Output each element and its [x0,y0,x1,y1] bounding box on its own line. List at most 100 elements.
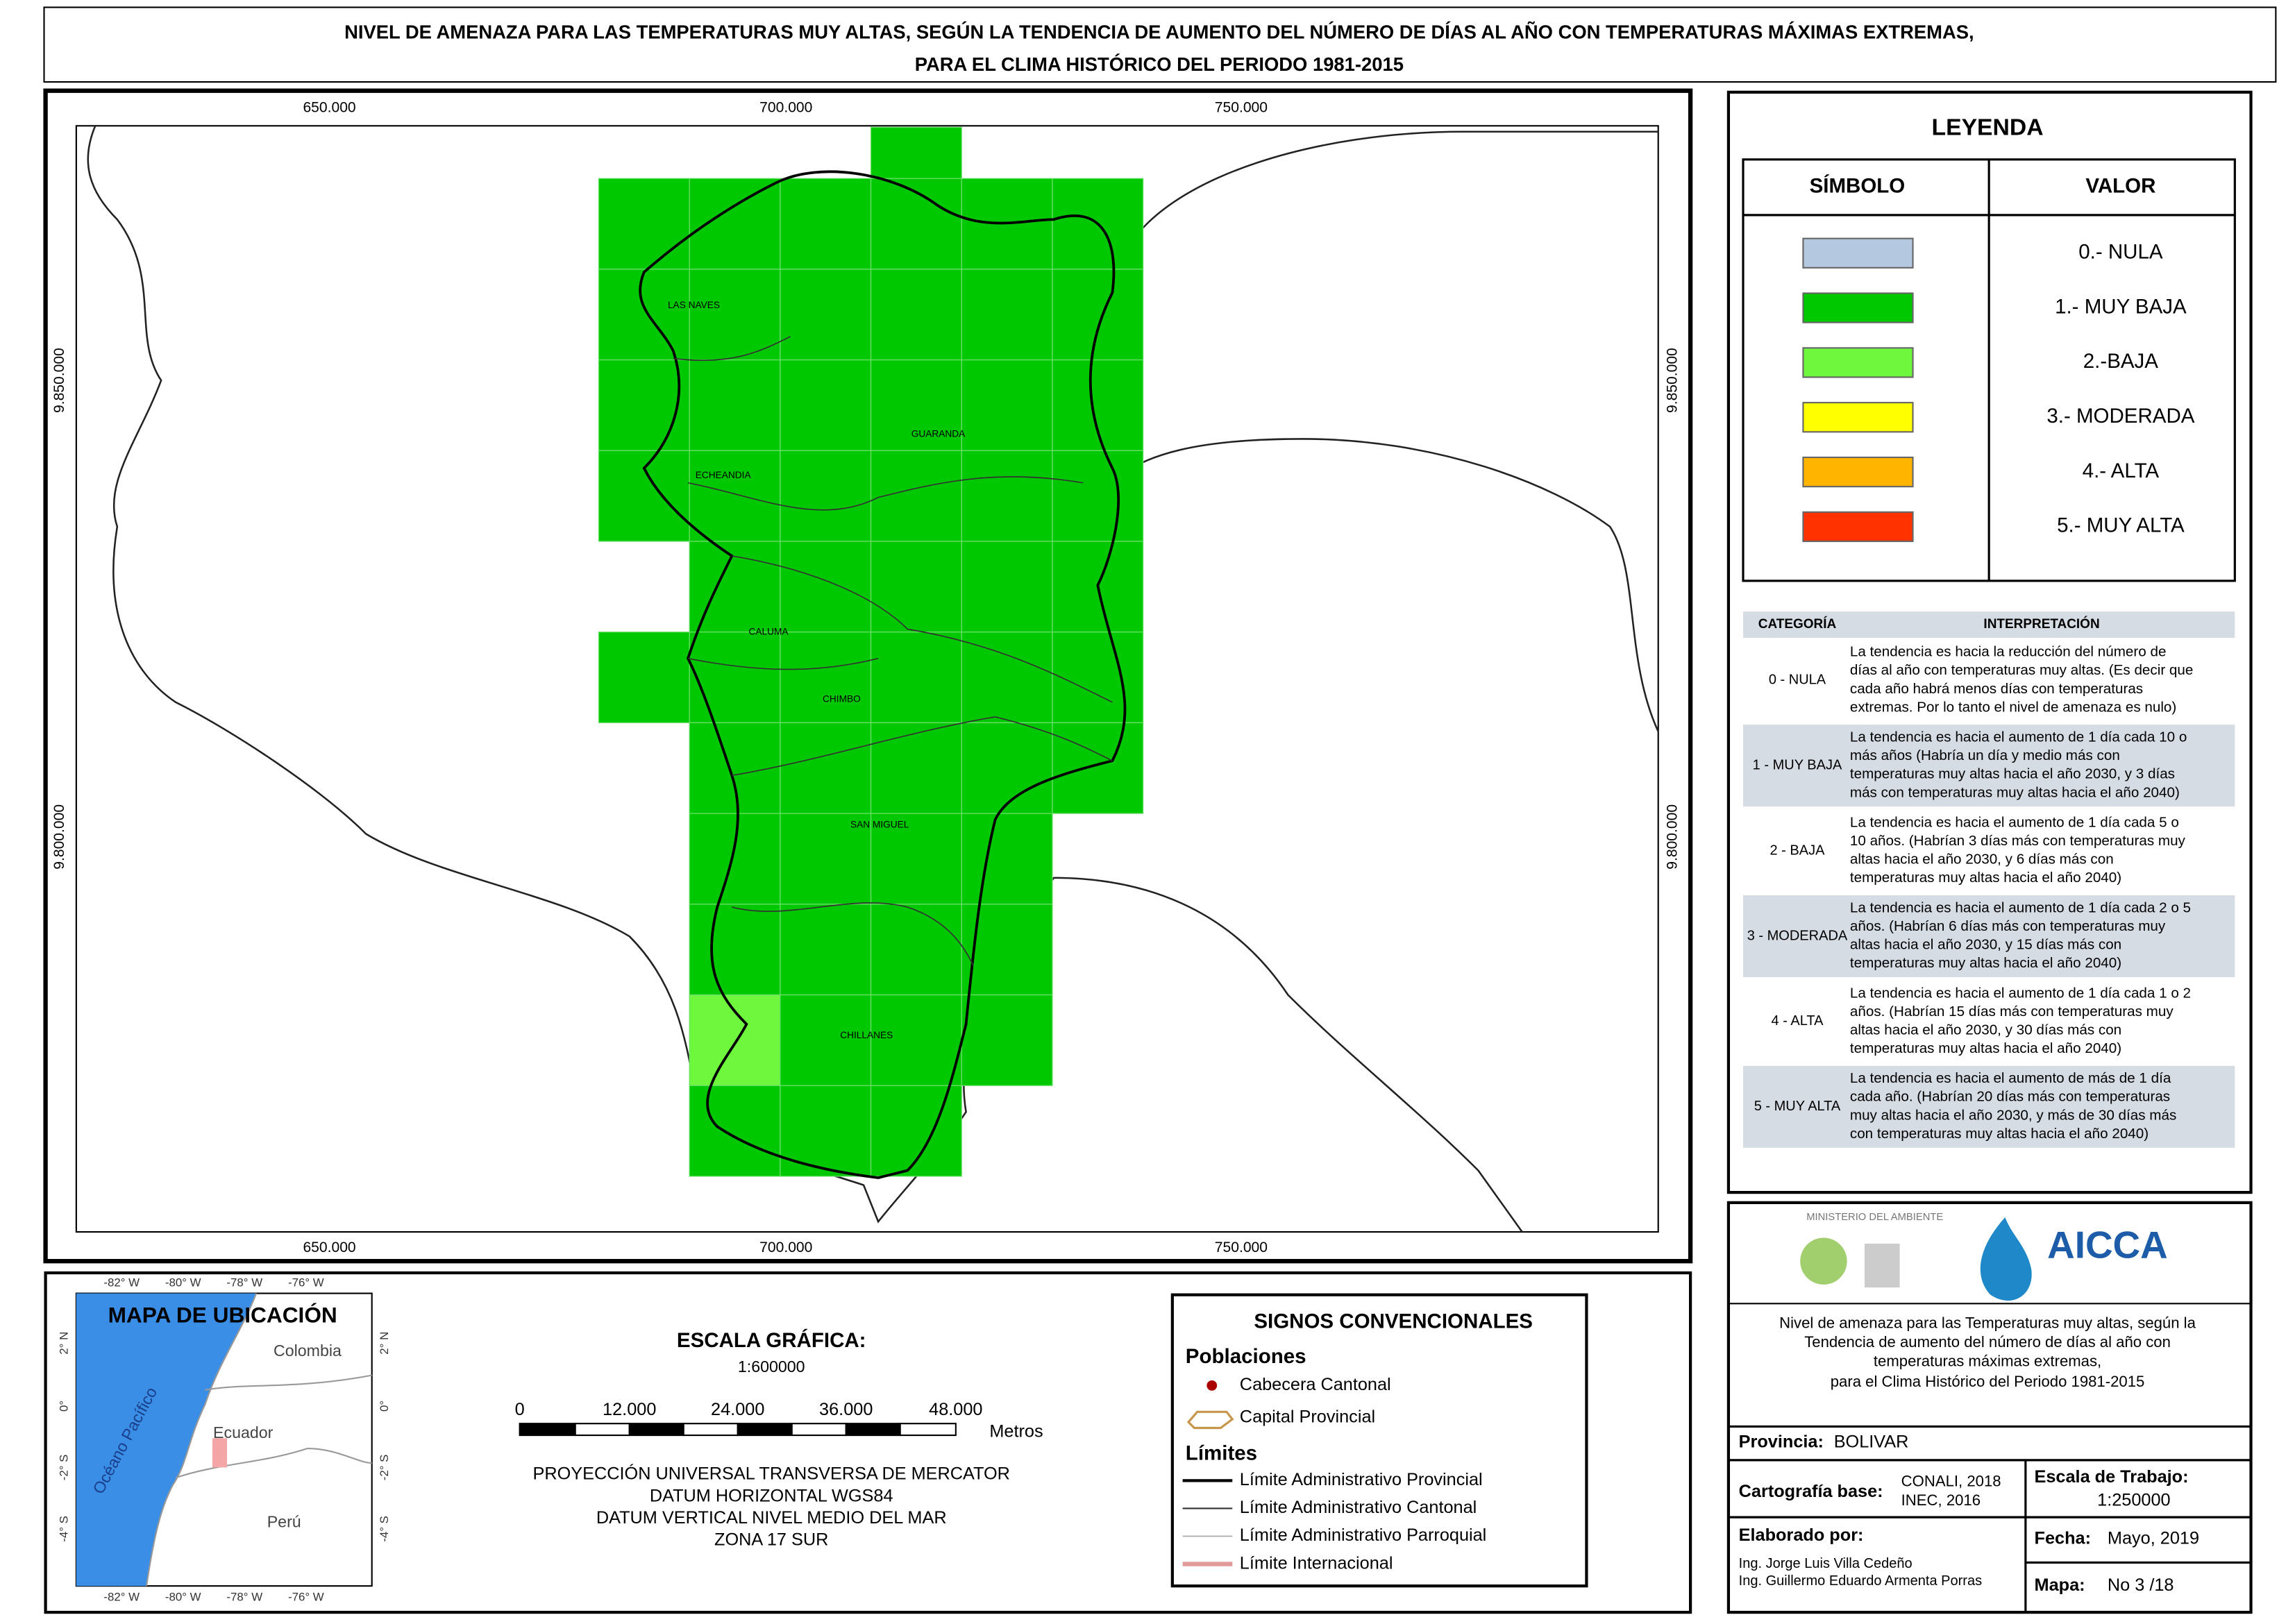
canton-lines [673,336,1113,966]
legend-items: 0.- NULA 1.- MUY BAJA 2.-BAJA 3.- MODERADA 4… [1802,237,2195,543]
value: Mayo, 2019 [2108,1528,2199,1548]
interp-row-bg [1743,895,2235,978]
grid-cell [870,541,962,633]
country: Ecuador [213,1423,274,1441]
interp-category: 4 - ALTA [1772,1013,1824,1029]
grid-cell [961,904,1053,996]
scale-tick: 36.000 [819,1400,873,1419]
place-label: CHILLANES [840,1030,893,1040]
location-title: MAPA DE UBICACIÓN [108,1303,337,1328]
symbol-cabecera [1207,1380,1218,1391]
grid-cell [689,269,781,361]
legend-label: 0.- NULA [2078,240,2163,263]
scale-unit: Metros [989,1422,1043,1441]
interp-text: La tendencia es hacia la reducción del n… [1850,644,2167,660]
country: Colombia [274,1342,342,1360]
map-frame [43,88,1693,1264]
lat-label: 2° N [57,1332,70,1355]
scale-tick: 0 [515,1400,525,1419]
threat-grid [598,126,1144,1177]
grid-cell [1052,269,1144,361]
lat-label: 0° [378,1401,391,1412]
x-label: 700.000 [759,1240,812,1255]
interp-text: altas hacia el año 2030, y 15 días más c… [1850,937,2121,953]
lon-label: -78° W [226,1591,262,1604]
grid-cell [1052,632,1144,724]
lon-label: -82° W [103,1276,140,1289]
grid-cell [689,1085,781,1177]
title: PARA EL CLIMA HISTÓRICO DEL PERIODO 1981… [915,53,1404,75]
lon-label: -76° W [288,1591,324,1604]
grid-cell [870,632,962,724]
grid-cell [870,904,962,996]
legend-header: VALOR [2085,175,2155,198]
label: Provincia: [1739,1432,1824,1451]
grid-cell [870,359,962,451]
place-label: LAS NAVES [668,300,720,310]
lat-label: 0° [57,1401,70,1412]
country-outline [87,125,1659,1233]
interp-text: altas hacia el año 2030, y 6 días más co… [1850,852,2114,868]
label: Fecha: [2035,1528,2092,1548]
signs-item: Límite Administrativo Provincial [1240,1470,1483,1489]
scale-segment [845,1423,901,1437]
description: Nivel de amenaza para las Temperaturas m… [1779,1314,2196,1332]
scale-segment [574,1423,630,1437]
place-label: GUARANDA [911,429,966,439]
signs-section: Poblaciones [1186,1345,1306,1368]
grid-cell [598,632,690,724]
signs-item: Límite Internacional [1240,1553,1393,1573]
interp-row-bg [1743,725,2235,807]
interp-text: cada año. (Habrían 20 días más con tempe… [1850,1089,2170,1105]
grid-cell [870,1085,962,1177]
scale-tick: 24.000 [711,1400,764,1419]
label: Mapa: [2035,1575,2085,1595]
grid-cell [870,994,962,1086]
grid-cell [780,632,872,724]
lat-label: -2° S [57,1455,70,1481]
y-label: 9.800.000 [1664,804,1680,870]
ocean [76,1293,257,1587]
grid-cell [870,813,962,905]
value: CONALI, 2018 [1901,1472,2001,1489]
x-label: 750.000 [1215,1240,1268,1255]
grid-cell [780,359,872,451]
interp-row-bg [1743,1065,2235,1148]
interpretation-table: CATEGORÍA INTERPRETACIÓN 0 - NULA La tenden… [1743,611,2235,1148]
legend-swatch [1802,511,1914,543]
title-box [43,6,2277,83]
grid-cell [780,722,872,814]
legend-swatch [1802,456,1914,488]
lat-label: -4° S [378,1516,391,1542]
legend-label: 2.-BAJA [2083,350,2159,373]
interp-text: años. (Habrían 6 días más con temperatur… [1850,918,2166,934]
grid-cell [961,450,1053,542]
x-label: 650.000 [303,100,355,116]
interp-text: altas hacia el año 2030, y 30 días más c… [1850,1022,2121,1038]
lon-label: -80° W [165,1591,201,1604]
interp-text: temperaturas muy altas hacia el año 2040… [1850,955,2121,971]
signs-frame [1170,1293,1588,1588]
grid-cell [780,269,872,361]
grid-cell [961,632,1053,724]
grid-cell [961,722,1053,814]
description: temperaturas máximas extremas, [1874,1352,2101,1369]
interp-text: días al año con temperaturas muy altas. … [1850,662,2193,678]
interp-text: La tendencia es hacia el aumento de 1 dí… [1850,985,2191,1001]
grid-cell [689,450,781,542]
grid-cell [961,994,1053,1086]
main-map [75,125,1659,1233]
interp-text: más con temperaturas muy altas hacia el … [1850,784,2180,800]
grid-cell [780,178,872,270]
scale-bar: 0 12.000 24.000 36.000 48.000 [515,1400,983,1437]
interp-category: 1 - MUY BAJA [1753,757,1842,772]
lat-label: -2° S [378,1455,391,1481]
interp-text: La tendencia es hacia el aumento de más … [1850,1070,2171,1086]
interp-text: extremas. Por lo tanto el nivel de amena… [1850,699,2176,715]
grid-cell [598,450,690,542]
place-label: SAN MIGUEL [850,820,909,830]
grid-cell [870,269,962,361]
scale-segment [737,1423,793,1437]
projection: DATUM HORIZONTAL WGS84 [650,1486,893,1505]
legend-swatch [1802,347,1914,378]
